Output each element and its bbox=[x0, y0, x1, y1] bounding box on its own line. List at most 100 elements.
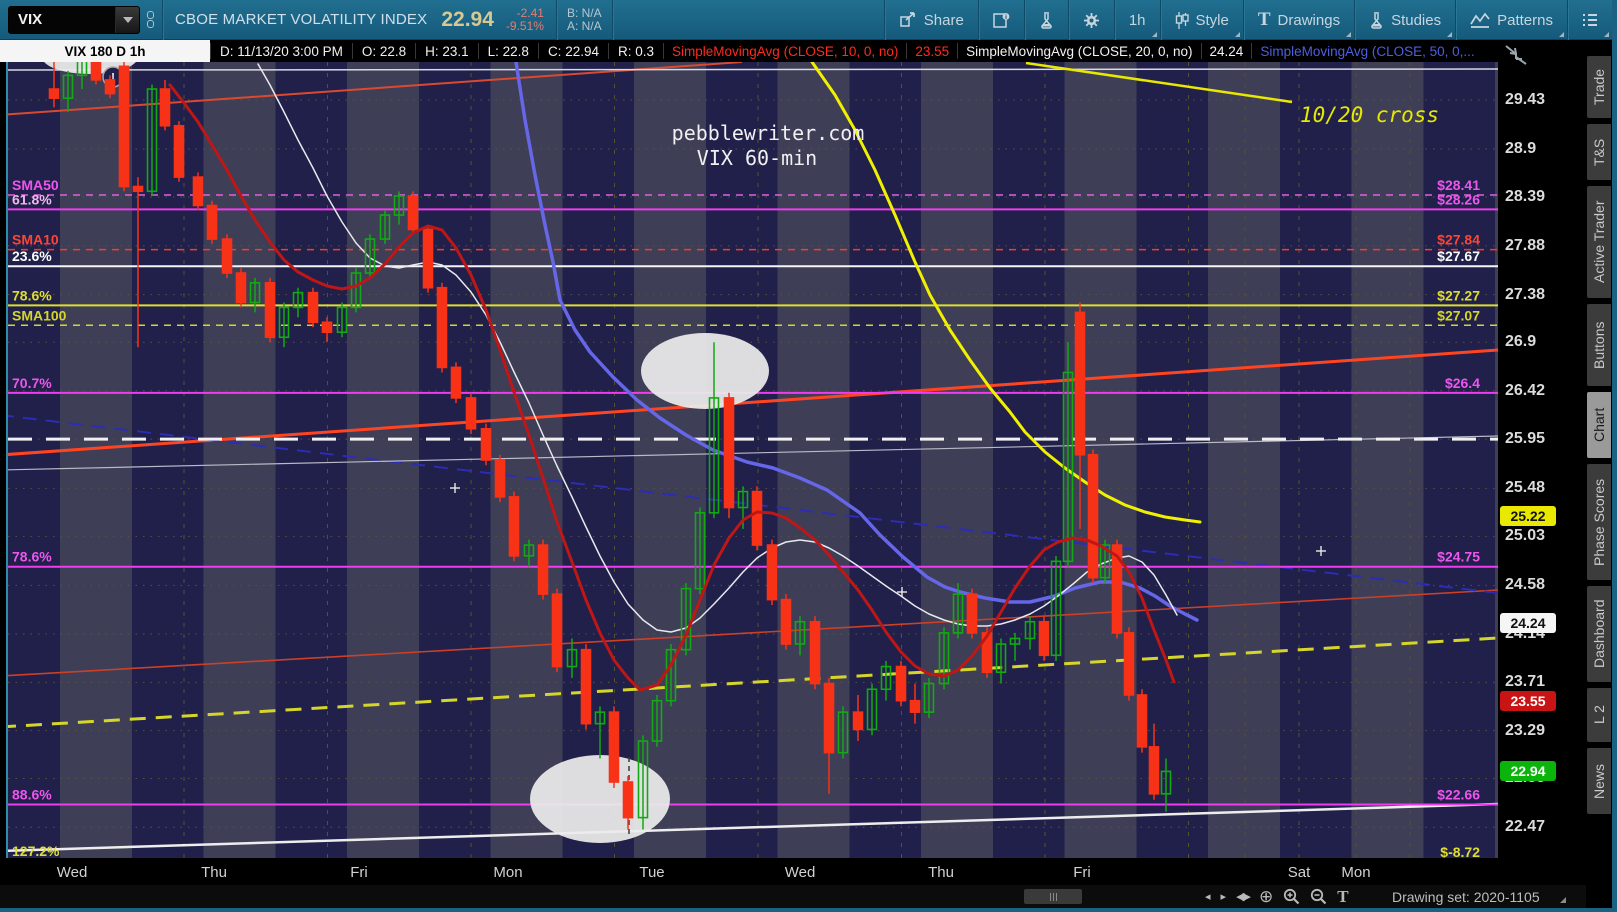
patterns-button[interactable]: Patterns bbox=[1455, 0, 1567, 40]
share-button[interactable]: Share bbox=[883, 0, 978, 40]
candle-body bbox=[952, 593, 964, 634]
day-label: Sat bbox=[1287, 864, 1311, 881]
chart-id-box[interactable]: VIX 180 D 1h bbox=[0, 40, 210, 62]
time-axis[interactable]: Wed Thu Fri Mon Tue Wed Thu Fri Sat Mon bbox=[0, 858, 1498, 885]
trend-line bbox=[8, 435, 1498, 471]
ohlc-field: R: 0.3 bbox=[607, 43, 663, 59]
sidebar-tab-active-trader[interactable]: Active Trader bbox=[1587, 186, 1611, 298]
ohlc-field: L: 22.8 bbox=[477, 43, 538, 59]
candle-body bbox=[118, 65, 130, 188]
symbol-combo[interactable]: VIX bbox=[8, 5, 140, 34]
zoom-out-icon[interactable] bbox=[1310, 888, 1327, 905]
candle-body bbox=[278, 306, 290, 339]
candle-body bbox=[909, 699, 921, 713]
candle-body bbox=[393, 195, 405, 216]
axis-scale-icon[interactable] bbox=[1502, 42, 1530, 68]
timeframe-button[interactable]: 1h bbox=[1113, 0, 1160, 40]
day-label: Thu bbox=[201, 864, 227, 881]
divider bbox=[162, 0, 163, 40]
sidebar-tab-phase-scores[interactable]: Phase Scores bbox=[1587, 464, 1611, 580]
settings-button[interactable] bbox=[1067, 0, 1114, 40]
level-label-left: SMA100 bbox=[12, 307, 67, 323]
level-label-left: SMA50 bbox=[12, 177, 59, 193]
chart-annotation: 127.2% bbox=[12, 843, 60, 858]
menu-icon bbox=[1583, 14, 1597, 26]
candle-body bbox=[364, 238, 376, 274]
drawings-icon: T bbox=[1257, 9, 1271, 30]
candle-body bbox=[494, 459, 506, 498]
studies-button[interactable]: Studies bbox=[1354, 0, 1455, 40]
cross-pointer-line bbox=[1025, 62, 1293, 104]
expand-horizontal-icon[interactable]: ◀▶ bbox=[1236, 891, 1251, 903]
price-tick: 24.58 bbox=[1505, 576, 1546, 594]
ohlc-field: O: 22.8 bbox=[351, 43, 415, 59]
sma10-line bbox=[168, 83, 1176, 692]
right-sidebar-tabs: Trade T&S Active Trader Buttons Chart Phase S… bbox=[1586, 40, 1612, 908]
study-label[interactable]: SimpleMovingAvg (CLOSE, 50, 0,... bbox=[1251, 43, 1482, 59]
price-tick: 29.43 bbox=[1505, 91, 1546, 108]
candle-body bbox=[350, 272, 362, 309]
price-tick: 27.38 bbox=[1505, 285, 1546, 303]
candle-body bbox=[206, 204, 218, 240]
level-label-left: 78.6% bbox=[12, 549, 52, 565]
chevron-down-icon bbox=[122, 16, 133, 23]
zoom-in-icon[interactable] bbox=[1283, 888, 1300, 905]
note-icon: i bbox=[993, 12, 1010, 28]
sidebar-tab-t-s[interactable]: T&S bbox=[1587, 124, 1611, 180]
price-change: -2.41 -9.51% bbox=[505, 6, 544, 33]
price-tick: 28.9 bbox=[1505, 139, 1537, 157]
price-tick: 23.71 bbox=[1505, 673, 1546, 691]
text-tool-icon[interactable]: T bbox=[1337, 886, 1349, 906]
pan-right-icon[interactable]: ▸ bbox=[1220, 891, 1227, 903]
candle-body bbox=[637, 740, 649, 819]
trend-line bbox=[8, 802, 1498, 852]
sidebar-tab-buttons[interactable]: Buttons bbox=[1587, 304, 1611, 386]
chart-menu-button[interactable] bbox=[1567, 0, 1612, 40]
level-label-left: 23.6% bbox=[12, 248, 52, 264]
candle-body bbox=[407, 195, 419, 231]
study-legend: SimpleMovingAvg (CLOSE, 10, 0, no) 23.55 S… bbox=[663, 40, 1483, 62]
candle-body bbox=[436, 286, 448, 369]
price-badge: 22.94 bbox=[1500, 761, 1556, 782]
link-icon[interactable] bbox=[147, 11, 154, 28]
sidebar-tab-dashboard[interactable]: Dashboard bbox=[1587, 586, 1611, 682]
candle-body bbox=[880, 665, 892, 691]
price-tick: 26.42 bbox=[1505, 381, 1546, 399]
candle-body bbox=[708, 397, 720, 514]
style-button[interactable]: Style bbox=[1159, 0, 1243, 40]
candle-body bbox=[1136, 694, 1148, 748]
trend-line bbox=[8, 589, 1498, 677]
candle-body bbox=[723, 397, 735, 509]
drawing-set-selector[interactable]: Drawing set: 2020-1105 bbox=[1392, 889, 1540, 905]
candle-body bbox=[809, 620, 821, 685]
chart-plot[interactable]: ! SMA50 $28.41 61.8% $28.26 SMA10 $27.84 23.6% $… bbox=[8, 62, 1498, 858]
price-axis[interactable]: 29.43 28.9 28.39 27.88 27.38 26.9 26.42 25.95 25… bbox=[1498, 62, 1586, 885]
sidebar-tab-l-2[interactable]: L 2 bbox=[1587, 688, 1611, 742]
sidebar-tab-chart[interactable]: Chart bbox=[1587, 392, 1611, 458]
symbol-input[interactable]: VIX bbox=[18, 11, 43, 28]
sidebar-tab-news[interactable]: News bbox=[1587, 748, 1611, 814]
scroll-grip[interactable] bbox=[1024, 889, 1082, 904]
level-label-right: $24.75 bbox=[1437, 549, 1480, 565]
study-label[interactable]: SimpleMovingAvg (CLOSE, 20, 0, no) bbox=[957, 43, 1200, 59]
change-percent: -9.51% bbox=[505, 18, 544, 33]
analysis-tools-button[interactable] bbox=[1023, 0, 1068, 40]
move-crosshair-icon[interactable]: ⊕ bbox=[1258, 886, 1274, 906]
sidebar-tab-trade[interactable]: Trade bbox=[1587, 56, 1611, 118]
pan-left-icon[interactable]: ◂ bbox=[1205, 891, 1211, 903]
chart-annotation: pebblewriter.com bbox=[672, 121, 865, 145]
candle-body bbox=[551, 593, 563, 668]
study-label[interactable]: SimpleMovingAvg (CLOSE, 10, 0, no) bbox=[663, 43, 906, 59]
day-label: Wed bbox=[784, 864, 816, 881]
candle-body bbox=[264, 281, 276, 339]
candle-body bbox=[523, 544, 535, 557]
symbol-dropdown-button[interactable] bbox=[115, 6, 139, 33]
candle-body bbox=[336, 306, 348, 334]
price-tick: 26.9 bbox=[1505, 333, 1537, 351]
annotation-ellipse bbox=[641, 333, 769, 409]
drawings-button[interactable]: T Drawings bbox=[1242, 0, 1354, 40]
chart-notes-button[interactable]: i bbox=[977, 0, 1024, 40]
sma50-line bbox=[514, 62, 1199, 622]
candle-body bbox=[1111, 544, 1123, 634]
candle-body bbox=[895, 665, 907, 702]
